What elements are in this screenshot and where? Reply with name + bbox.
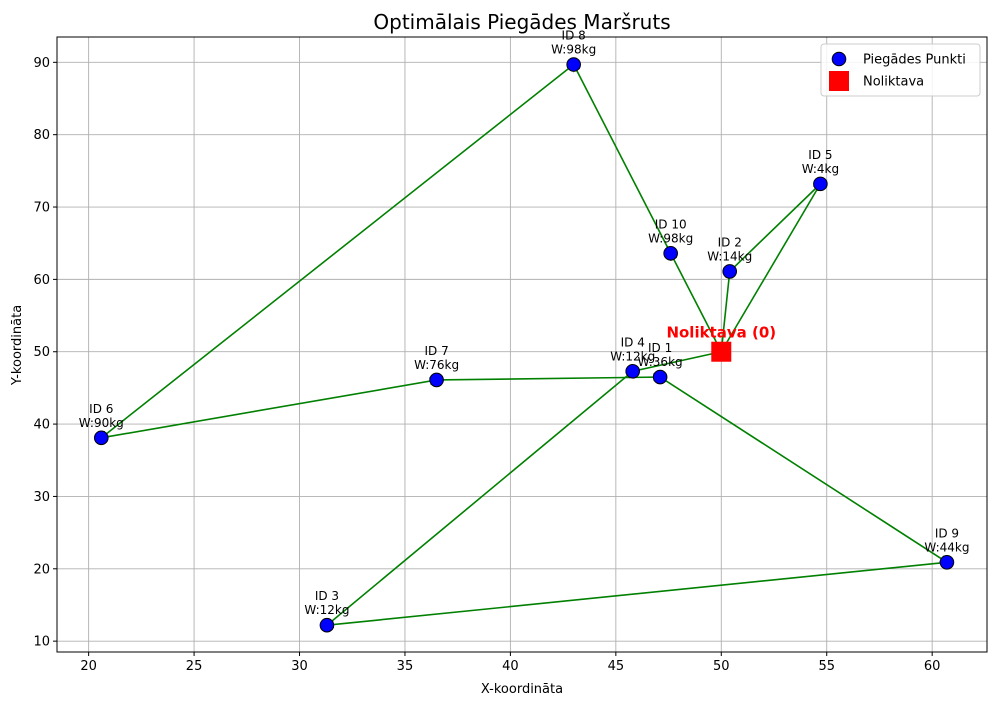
route-lines: [101, 64, 947, 625]
delivery-point: [625, 363, 641, 379]
y-tick-label: 50: [33, 345, 50, 360]
delivery-point: [813, 176, 828, 192]
point-weight-label: W:90kg: [79, 416, 124, 430]
point-weight-label: W:12kg: [610, 349, 655, 363]
point-id-label: ID 3: [315, 589, 339, 603]
legend-point-marker: [831, 51, 847, 67]
x-tick-label: 40: [502, 659, 519, 674]
route-segment: [659, 376, 947, 562]
chart-title: Optimālais Piegādes Maršruts: [373, 10, 670, 34]
legend: Piegādes Punkti Noliktava: [820, 43, 981, 97]
point-id-label: ID 2: [718, 235, 742, 249]
point-weight-label: W:76kg: [414, 358, 459, 372]
route-segment: [327, 561, 948, 625]
y-tick-label: 80: [33, 128, 50, 143]
x-tick-label: 60: [924, 659, 941, 674]
legend-depot-marker: [829, 71, 849, 91]
route-segment: [720, 271, 729, 352]
delivery-point: [722, 264, 738, 279]
point-id-label: ID 4: [621, 335, 645, 349]
delivery-point: [319, 617, 335, 633]
y-tick-label: 70: [33, 201, 50, 216]
route-segment: [101, 63, 575, 437]
point-weight-label: W:98kg: [648, 231, 693, 245]
point-id-label: ID 5: [808, 148, 832, 162]
route-segment: [669, 253, 722, 353]
point-id-label: ID 8: [562, 28, 586, 42]
delivery-point: [939, 554, 955, 570]
delivery-point: [429, 372, 444, 388]
point-id-label: ID 9: [935, 526, 959, 540]
x-tick-label: 35: [397, 659, 414, 674]
delivery-points: [93, 57, 955, 633]
plot-frame: [56, 36, 988, 653]
legend-box: [820, 43, 981, 97]
delivery-point: [566, 57, 581, 72]
y-tick-label: 10: [33, 635, 50, 650]
depot-label: Noliktava (0): [666, 324, 776, 342]
route-segment: [729, 184, 821, 272]
point-id-label: ID 7: [424, 344, 448, 358]
x-axis-label: X-koordināta: [481, 682, 563, 697]
x-tick-label: 50: [713, 659, 730, 674]
delivery-point: [93, 430, 109, 446]
route-segment: [632, 352, 722, 373]
x-tick-label: 30: [291, 659, 308, 674]
point-id-label: ID 1: [648, 341, 672, 355]
delivery-point: [652, 369, 668, 385]
route-segment: [720, 183, 822, 352]
point-weight-label: W:98kg: [551, 42, 596, 56]
route-segment: [572, 64, 672, 254]
legend-label: Noliktava: [863, 75, 924, 90]
x-tick-label: 45: [608, 659, 625, 674]
point-weight-label: W:4kg: [802, 162, 839, 176]
x-tick-label: 25: [186, 659, 203, 674]
route-segment: [326, 371, 633, 626]
y-tick-label: 40: [33, 418, 50, 433]
delivery-point: [663, 246, 678, 261]
axis-ticks: 20 25 30 35 40 45 50 55 60 10 20 30 40 50 60 70 80 90: [33, 56, 940, 674]
point-id-label: ID 10: [655, 217, 687, 231]
y-tick-label: 60: [33, 273, 50, 288]
point-id-label: ID 6: [89, 402, 113, 416]
point-weight-label: W:36kg: [638, 355, 683, 369]
route-segment: [101, 380, 436, 439]
point-weight-label: W:44kg: [924, 540, 969, 554]
grid: [57, 37, 987, 652]
depot-marker: [711, 341, 732, 362]
y-tick-label: 20: [33, 562, 50, 577]
x-tick-label: 20: [80, 659, 97, 674]
point-weight-label: W:14kg: [707, 249, 752, 263]
y-tick-label: 30: [33, 490, 50, 505]
route-segment: [436, 377, 661, 381]
y-tick-label: 90: [33, 56, 50, 71]
legend-label: Piegādes Punkti: [863, 53, 966, 68]
x-tick-label: 55: [818, 659, 835, 674]
y-axis-label: Y-koordināta: [10, 305, 25, 386]
point-weight-label: W:12kg: [304, 603, 349, 617]
